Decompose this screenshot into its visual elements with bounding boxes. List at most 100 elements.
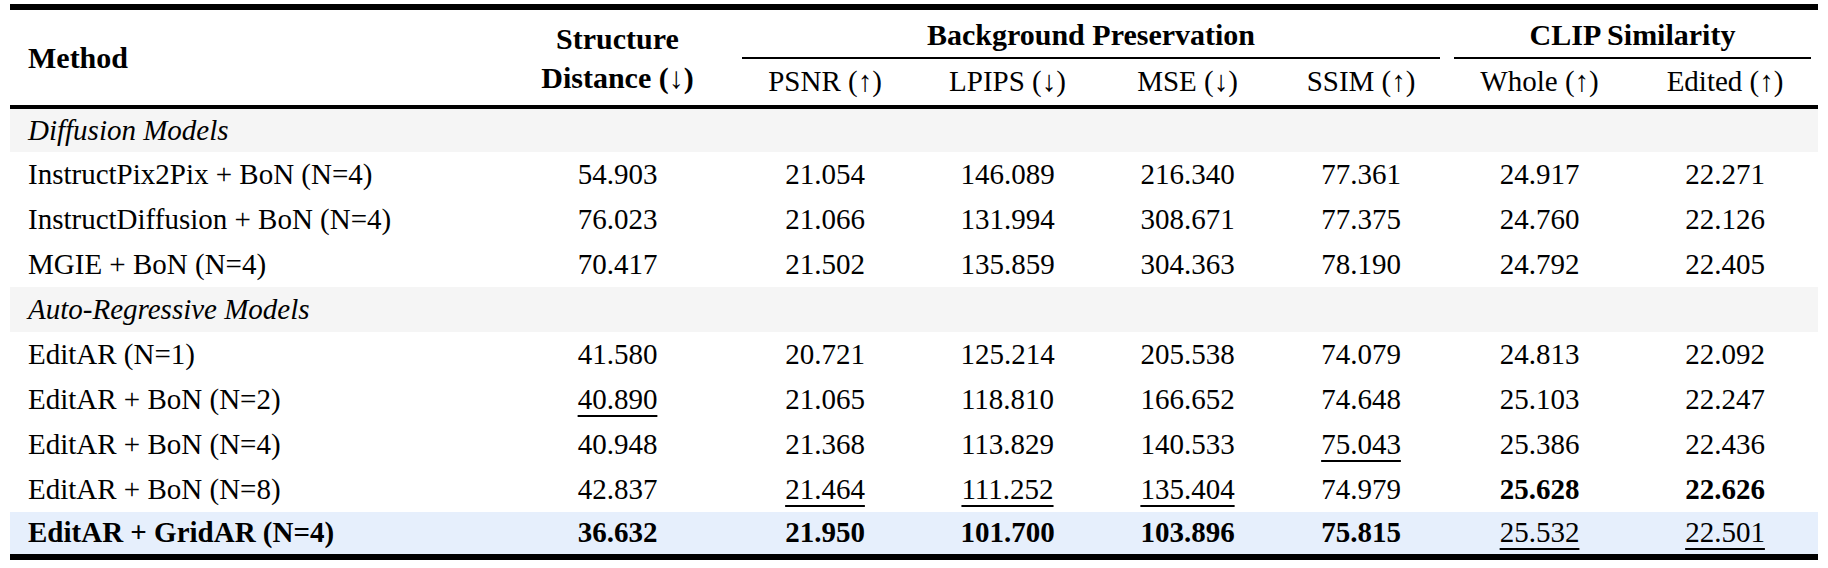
table-row-highlighted: EditAR + GridAR (N=4) 36.632 21.950 101.… [10,512,1818,557]
table-row: EditAR + BoN (N=4) 40.948 21.368 113.829… [10,422,1818,467]
section-row-auto-regressive-models: Auto-Regressive Models [10,287,1818,332]
underlined-value: 111.252 [961,473,1053,505]
cell-clip-whole: 25.103 [1447,377,1632,422]
cell-ssim: 75.815 [1275,512,1447,557]
cell-psnr: 21.066 [735,197,915,242]
cell-mse: 166.652 [1100,377,1275,422]
header-group-row: Method Structure Distance (↓) Background… [10,7,1818,59]
cell-clip-edited: 22.247 [1632,377,1818,422]
cell-mse: 216.340 [1100,152,1275,197]
cell-lpips: 101.700 [915,512,1100,557]
column-header-structure-distance: Structure Distance (↓) [500,7,735,107]
cell-mse: 304.363 [1100,242,1275,287]
cell-psnr: 21.950 [735,512,915,557]
cell-structure-distance: 41.580 [500,332,735,377]
cell-lpips: 113.829 [915,422,1100,467]
cell-ssim: 74.979 [1275,467,1447,512]
table-row: EditAR (N=1) 41.580 20.721 125.214 205.5… [10,332,1818,377]
structure-distance-line1: Structure [500,19,735,58]
cell-psnr: 21.368 [735,422,915,467]
cell-psnr: 20.721 [735,332,915,377]
cell-lpips: 146.089 [915,152,1100,197]
table-row: EditAR + BoN (N=8) 42.837 21.464 111.252… [10,467,1818,512]
cell-structure-distance: 54.903 [500,152,735,197]
cell-clip-edited: 22.501 [1632,512,1818,557]
results-table-container: Method Structure Distance (↓) Background… [10,4,1818,560]
cell-lpips: 111.252 [915,467,1100,512]
cell-method: InstructPix2Pix + BoN (N=4) [10,152,500,197]
section-label: Auto-Regressive Models [10,287,1818,332]
underlined-value: 40.890 [578,383,658,415]
underlined-value: 21.464 [785,473,865,505]
section-label: Diffusion Models [10,107,1818,152]
cell-structure-distance: 40.890 [500,377,735,422]
table-row: MGIE + BoN (N=4) 70.417 21.502 135.859 3… [10,242,1818,287]
column-header-edited: Edited (↑) [1632,59,1818,107]
cell-lpips: 125.214 [915,332,1100,377]
cell-clip-edited: 22.126 [1632,197,1818,242]
cell-lpips: 118.810 [915,377,1100,422]
results-table: Method Structure Distance (↓) Background… [10,4,1818,560]
cell-ssim: 77.375 [1275,197,1447,242]
cell-clip-whole: 25.386 [1447,422,1632,467]
table-row: InstructPix2Pix + BoN (N=4) 54.903 21.05… [10,152,1818,197]
structure-distance-line2: Distance (↓) [500,58,735,97]
cell-clip-whole: 24.813 [1447,332,1632,377]
table-row: InstructDiffusion + BoN (N=4) 76.023 21.… [10,197,1818,242]
cell-mse: 308.671 [1100,197,1275,242]
cell-clip-edited: 22.626 [1632,467,1818,512]
cell-psnr: 21.054 [735,152,915,197]
cell-structure-distance: 76.023 [500,197,735,242]
cell-method: EditAR + BoN (N=2) [10,377,500,422]
column-header-lpips: LPIPS (↓) [915,59,1100,107]
cell-ssim: 74.079 [1275,332,1447,377]
cell-ssim: 74.648 [1275,377,1447,422]
cell-mse: 140.533 [1100,422,1275,467]
cell-method: EditAR + BoN (N=4) [10,422,500,467]
cell-clip-edited: 22.436 [1632,422,1818,467]
underlined-value: 75.043 [1321,428,1401,460]
cell-mse: 135.404 [1100,467,1275,512]
cell-lpips: 131.994 [915,197,1100,242]
table-header: Method Structure Distance (↓) Background… [10,7,1818,107]
cell-clip-whole: 24.792 [1447,242,1632,287]
column-header-psnr: PSNR (↑) [735,59,915,107]
column-header-method: Method [10,7,500,107]
section-row-diffusion-models: Diffusion Models [10,107,1818,152]
cell-psnr: 21.464 [735,467,915,512]
cell-mse: 205.538 [1100,332,1275,377]
cell-psnr: 21.065 [735,377,915,422]
group-header-background-preservation: Background Preservation [735,7,1447,59]
table-body: Diffusion Models InstructPix2Pix + BoN (… [10,107,1818,557]
cell-lpips: 135.859 [915,242,1100,287]
cell-structure-distance: 40.948 [500,422,735,467]
cell-mse: 103.896 [1100,512,1275,557]
cell-clip-whole: 24.760 [1447,197,1632,242]
cell-ssim: 75.043 [1275,422,1447,467]
cell-clip-whole: 25.532 [1447,512,1632,557]
cell-method: EditAR + GridAR (N=4) [10,512,500,557]
cell-ssim: 78.190 [1275,242,1447,287]
group-header-clip-similarity: CLIP Similarity [1447,7,1818,59]
column-header-whole: Whole (↑) [1447,59,1632,107]
cell-structure-distance: 42.837 [500,467,735,512]
cell-clip-whole: 24.917 [1447,152,1632,197]
cell-method: EditAR + BoN (N=8) [10,467,500,512]
underlined-value: 22.501 [1685,516,1765,548]
cell-structure-distance: 70.417 [500,242,735,287]
column-header-mse: MSE (↓) [1100,59,1275,107]
cell-method: EditAR (N=1) [10,332,500,377]
cell-clip-edited: 22.271 [1632,152,1818,197]
cell-clip-whole: 25.628 [1447,467,1632,512]
cell-clip-edited: 22.092 [1632,332,1818,377]
underlined-value: 25.532 [1500,516,1580,548]
cell-method: MGIE + BoN (N=4) [10,242,500,287]
cell-clip-edited: 22.405 [1632,242,1818,287]
underlined-value: 135.404 [1140,473,1234,505]
cell-structure-distance: 36.632 [500,512,735,557]
cell-ssim: 77.361 [1275,152,1447,197]
cell-psnr: 21.502 [735,242,915,287]
table-row: EditAR + BoN (N=2) 40.890 21.065 118.810… [10,377,1818,422]
column-header-ssim: SSIM (↑) [1275,59,1447,107]
cell-method: InstructDiffusion + BoN (N=4) [10,197,500,242]
